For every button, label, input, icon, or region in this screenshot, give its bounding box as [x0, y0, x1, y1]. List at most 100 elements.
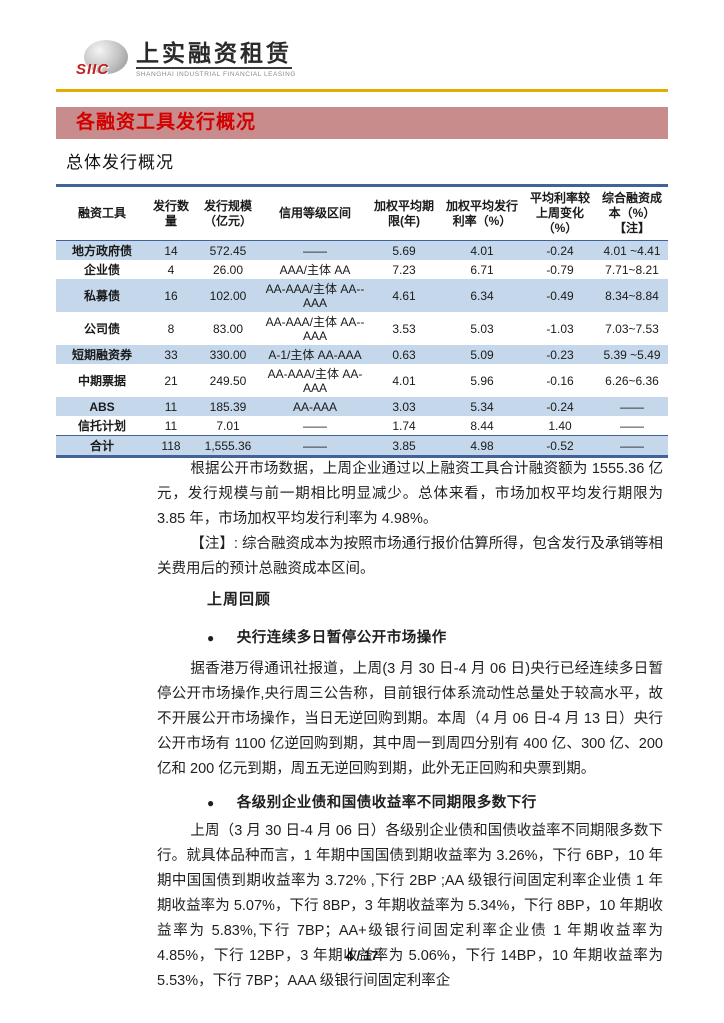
column-header: 发行规模（亿元） [194, 185, 262, 241]
company-name-en: SHANGHAI INDUSTRIAL FINANCIAL LEASING [136, 71, 297, 78]
table-row: 中期票据 21 249.50 AA-AAA/主体 AA-AAA 4.01 5.96 -0.1… [56, 364, 668, 397]
bullet-1-title: 央行连续多日暂停公开市场操作 [236, 630, 447, 646]
table-cell: 6.71 [470, 262, 494, 277]
table-cell: 572.45 [194, 240, 262, 260]
review-heading: 上周回顾 [207, 591, 272, 608]
table-cell: AA-AAA/主体 AA--AAA [265, 314, 365, 343]
table-cell: 0.63 [368, 345, 440, 364]
bullet-icon: ● [207, 796, 215, 810]
row-label-cell: 合计 [56, 435, 148, 457]
bullet-2-title: 各级别企业债和国债收益率不同期限多数下行 [236, 795, 537, 811]
column-header: 平均利率较上周变化（%） [524, 185, 596, 241]
table-cell: 7.23 [392, 262, 416, 277]
table-cell: 11 [148, 397, 194, 416]
chapter-banner: 各融资工具发行概况 [56, 107, 668, 139]
table-cell: -0.52 [524, 435, 596, 457]
table-cell: 330.00 [194, 345, 262, 364]
bullet-icon: ● [207, 631, 215, 645]
table-cell: 6.34 [440, 279, 524, 312]
table-header: 融资工具 发行数量 发行规模（亿元） 信用等级区间 加权平均期限(年) 加权平均发行利率（… [56, 185, 668, 241]
table-cell: -0.24 [524, 240, 596, 260]
table-cell: 5.09 [440, 345, 524, 364]
column-header: 发行数量 [148, 185, 194, 241]
review-section: 上周回顾 ● 央行连续多日暂停公开市场操作 据香港万得通讯社报道，上周(3 月 … [157, 590, 663, 994]
row-label-cell: 信托计划 [77, 418, 126, 433]
bullet-1-body: 据香港万得通讯社报道，上周(3 月 30 日-4 月 06 日)央行已经连续多日… [157, 661, 663, 777]
column-header: 综合融资成本（%）【注】 [596, 185, 668, 241]
table-row: 合计 118 1,555.36 —— 3.85 4.98 -0.52 —— [56, 435, 668, 457]
table-cell: AA-AAA/主体 AA--AAA [262, 279, 368, 312]
table-row: 短期融资券 33 330.00 A-1/主体 AA-AAA 0.63 5.09 -0.23 5… [56, 345, 668, 364]
table-cell: 1.74 [392, 418, 416, 433]
table-cell: -0.49 [524, 279, 596, 312]
table-cell: 83.00 [212, 321, 244, 336]
table-cell: 4.98 [440, 435, 524, 457]
company-logo: SIIC 上实融资租赁 SHANGHAI INDUSTRIAL FINANCIA… [76, 40, 296, 82]
table-cell: 102.00 [194, 279, 262, 312]
row-label-cell: 中期票据 [77, 373, 126, 388]
table-cell: 6.26~6.36 [605, 373, 659, 388]
page-number: 4 / 17 [345, 948, 379, 963]
note-paragraph: 【注】: 综合融资成本为按照市场通行报价估算所得，包含发行及承销等相关费用后的预… [157, 536, 663, 577]
table-cell: —— [262, 435, 368, 457]
section-title: 总体发行概况 [66, 153, 174, 172]
row-label-cell: 企业债 [83, 262, 120, 277]
table-cell: 14 [148, 240, 194, 260]
summary-paragraph: 根据公开市场数据，上周企业通过以上融资工具合计融资额为 1555.36 亿元，发… [157, 461, 663, 527]
table-cell: 3.85 [368, 435, 440, 457]
table-cell: -0.23 [524, 345, 596, 364]
table-cell: -1.03 [546, 321, 574, 336]
table-row: 地方政府债 14 572.45 —— 5.69 4.01 -0.24 4.01 ~4.41 [56, 240, 668, 260]
issuance-overview-table: 融资工具 发行数量 发行规模（亿元） 信用等级区间 加权平均期限(年) 加权平均发行利率（… [56, 184, 668, 458]
table-cell: —— [596, 435, 668, 457]
table-cell: 1.40 [548, 418, 572, 433]
column-header: 加权平均发行利率（%） [440, 185, 524, 241]
emblem-siic-text: SIIC [76, 61, 110, 78]
table-row: 公司债 8 83.00 AA-AAA/主体 AA--AAA 3.53 5.03 -1.03 7… [56, 312, 668, 345]
bullet-item-1: ● 央行连续多日暂停公开市场操作 [207, 628, 663, 648]
bullet-item-2: ● 各级别企业债和国债收益率不同期限多数下行 [207, 793, 663, 813]
table-cell: -0.16 [546, 373, 574, 388]
row-label-cell: ABS [56, 397, 148, 416]
table-cell: 4.01 [440, 240, 524, 260]
row-label-cell: 私募债 [56, 279, 148, 312]
table-cell: 8.34~8.84 [596, 279, 668, 312]
table-cell: 16 [148, 279, 194, 312]
table-cell: A-1/主体 AA-AAA [262, 345, 368, 364]
table-cell: 7.01 [216, 418, 240, 433]
table-cell: -0.24 [524, 397, 596, 416]
table-cell: 118 [148, 435, 194, 457]
table-cell: 4.61 [368, 279, 440, 312]
column-header: 加权平均期限(年) [368, 185, 440, 241]
column-header: 融资工具 [56, 185, 148, 241]
table-cell: 8.44 [470, 418, 494, 433]
table-cell: 5.39 ~5.49 [596, 345, 668, 364]
column-header: 信用等级区间 [262, 185, 368, 241]
table-cell: —— [303, 418, 327, 433]
row-label-cell: 公司债 [83, 321, 120, 336]
table-row: 企业债 4 26.00 AAA/主体 AA 7.23 6.71 -0.79 7.71~8.21 [56, 260, 668, 279]
table-row: 私募债 16 102.00 AA-AAA/主体 AA--AAA 4.61 6.34 -0.4… [56, 279, 668, 312]
table-cell: 26.00 [212, 262, 244, 277]
emblem-oval [84, 40, 128, 74]
table-cell: 4.01 [392, 373, 416, 388]
table-cell: 5.96 [470, 373, 494, 388]
table-header-row: 融资工具 发行数量 发行规模（亿元） 信用等级区间 加权平均期限(年) 加权平均发行利率（… [56, 185, 668, 241]
issuance-table-body: 地方政府债 14 572.45 —— 5.69 4.01 -0.24 4.01 ~4.41 企业… [56, 240, 668, 457]
table-cell: 11 [164, 418, 178, 433]
table-cell: 8 [167, 321, 175, 336]
table-cell: —— [620, 418, 644, 433]
table-cell: 249.50 [209, 373, 247, 388]
table-cell: 4.01 ~4.41 [596, 240, 668, 260]
table-cell: AAA/主体 AA [279, 262, 351, 277]
table-cell: 5.69 [368, 240, 440, 260]
row-label-cell: 地方政府债 [56, 240, 148, 260]
table-cell: 7.71~8.21 [605, 262, 659, 277]
table-cell: 4 [167, 262, 175, 277]
table-cell: AA-AAA [262, 397, 368, 416]
table-cell: AA-AAA/主体 AA-AAA [267, 366, 363, 395]
table-cell: 1,555.36 [194, 435, 262, 457]
table-cell: -0.79 [546, 262, 574, 277]
table-cell: 3.53 [392, 321, 416, 336]
